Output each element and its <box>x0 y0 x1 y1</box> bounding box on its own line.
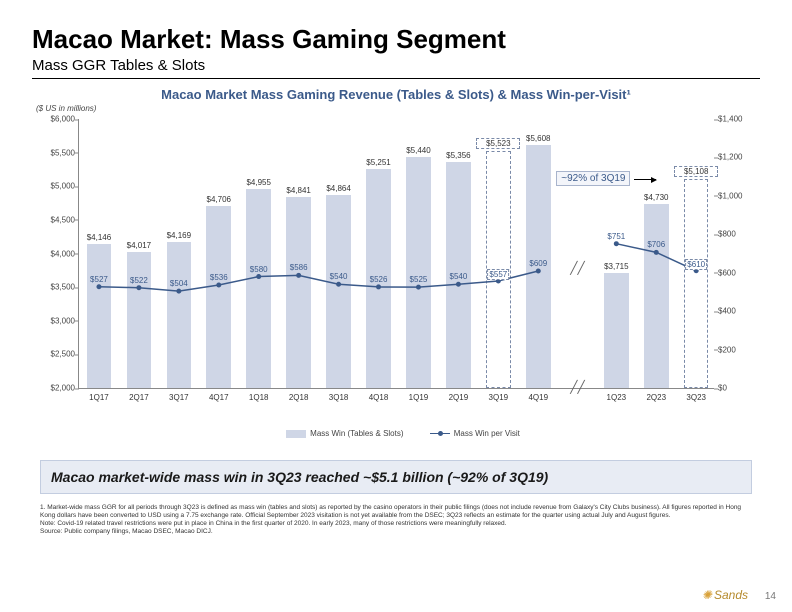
line-point-label: $610 <box>685 259 707 270</box>
x-label: 1Q17 <box>89 393 109 402</box>
x-label: 3Q19 <box>489 393 509 402</box>
x-label: 4Q18 <box>369 393 389 402</box>
line-point-label: $504 <box>170 279 188 288</box>
footnote: 1. Market-wide mass GGR for all periods … <box>40 504 752 537</box>
line-point-label: $586 <box>290 263 308 272</box>
x-label: 1Q19 <box>409 393 429 402</box>
combo-chart: $2,000$2,500$3,000$3,500$4,000$4,500$5,0… <box>40 115 752 415</box>
page-number: 14 <box>765 591 776 602</box>
y-axis-unit: ($ US in millions) <box>36 104 760 113</box>
brand-logo: ✺Sands <box>702 588 748 602</box>
line-point-label: $706 <box>647 240 665 249</box>
page-title: Macao Market: Mass Gaming Segment <box>32 24 760 55</box>
x-label: 2Q18 <box>289 393 309 402</box>
line-point-label: $609 <box>529 259 547 268</box>
chart-legend: Mass Win (Tables & Slots) Mass Win per V… <box>32 429 760 438</box>
summary-box: Macao market-wide mass win in 3Q23 reach… <box>40 460 752 494</box>
line-point-label: $525 <box>410 275 428 284</box>
legend-label-bars: Mass Win (Tables & Slots) <box>310 429 403 438</box>
callout-arrow <box>634 179 656 180</box>
legend-swatch-line <box>430 433 450 434</box>
line-point-label: $536 <box>210 273 228 282</box>
page-subtitle: Mass GGR Tables & Slots <box>32 57 760 74</box>
x-label: 3Q17 <box>169 393 189 402</box>
divider <box>32 78 760 79</box>
line-point-label: $527 <box>90 275 108 284</box>
x-label: 3Q18 <box>329 393 349 402</box>
line-point-label: $522 <box>130 276 148 285</box>
callout: ~92% of 3Q19 <box>556 171 630 186</box>
x-label: 3Q23 <box>686 393 706 402</box>
chart-title: Macao Market Mass Gaming Revenue (Tables… <box>32 87 760 102</box>
x-label: 4Q17 <box>209 393 229 402</box>
x-label: 2Q19 <box>449 393 469 402</box>
line-point-label: $526 <box>370 275 388 284</box>
x-label: 4Q19 <box>528 393 548 402</box>
x-label: 1Q18 <box>249 393 269 402</box>
legend-label-line: Mass Win per Visit <box>454 429 520 438</box>
line-point-label: $540 <box>449 272 467 281</box>
line-point-label: $557 <box>487 269 509 280</box>
line-point-label: $751 <box>607 232 625 241</box>
line-point-label: $540 <box>330 272 348 281</box>
line-point-label: $580 <box>250 265 268 274</box>
x-label: 2Q23 <box>646 393 666 402</box>
x-label: 1Q23 <box>607 393 627 402</box>
legend-swatch-bars <box>286 430 306 438</box>
x-label: 2Q17 <box>129 393 149 402</box>
